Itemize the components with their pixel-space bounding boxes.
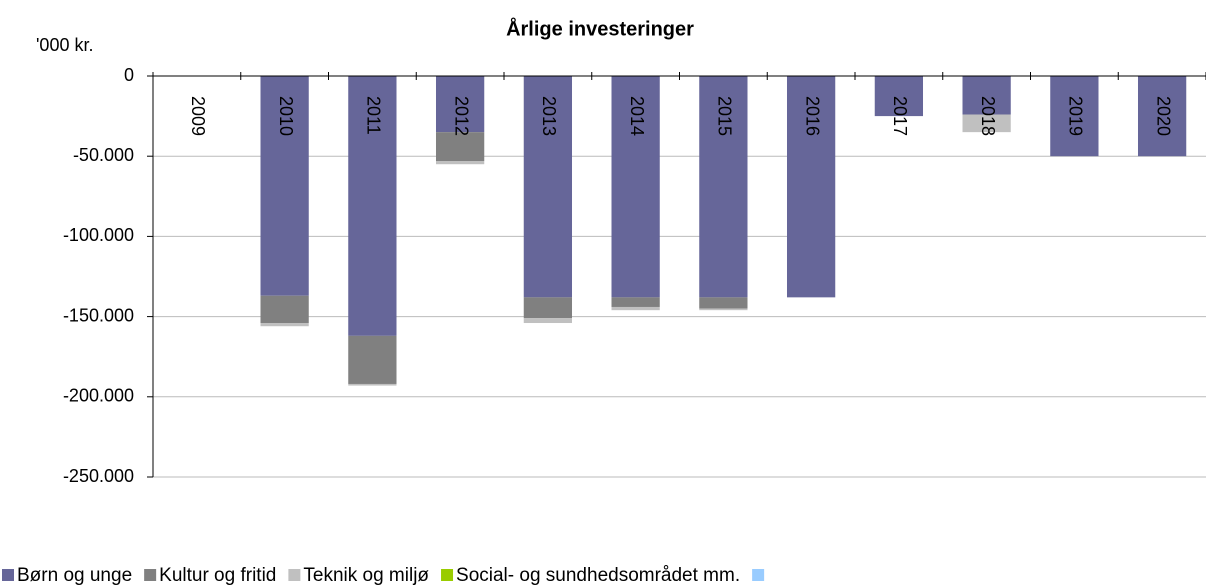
x-tick-label: 2014: [627, 96, 647, 136]
bar-segment: [435, 161, 485, 165]
x-tick-label: 2016: [802, 96, 822, 136]
x-tick-label: 2015: [715, 96, 735, 136]
chart-title: Årlige investeringer: [506, 16, 694, 40]
bar-segment: [435, 76, 485, 133]
bar-segment: [962, 114, 1011, 133]
x-tick-label: 2019: [1066, 96, 1086, 136]
x-tick-label: 2013: [539, 96, 559, 136]
x-tick-label: 2020: [1153, 96, 1173, 136]
bar-segment: [699, 308, 748, 311]
bar-segment: [874, 76, 924, 117]
bar-segment: [786, 76, 836, 298]
bar-segment: [962, 76, 1011, 115]
bar-segment: [435, 132, 485, 162]
legend-label: Social- og sundhedsområdet mm.: [456, 565, 740, 586]
bar-segment: [260, 323, 309, 327]
bar-segment: [611, 306, 660, 311]
bar-segment: [523, 76, 573, 298]
bar-segment: [523, 297, 573, 319]
legend-label: Teknik og miljø: [303, 565, 429, 586]
legend-swatch: [2, 569, 14, 581]
bar-segment: [260, 76, 309, 296]
bar-segment: [699, 76, 748, 298]
bar-segment: [611, 297, 660, 307]
x-tick-label: 2018: [978, 96, 998, 136]
x-tick-label: 2010: [276, 96, 296, 136]
bar-segment: [699, 297, 748, 309]
legend-swatch: [752, 569, 765, 581]
y-axis-label: '000 kr.: [36, 35, 93, 55]
legend-swatch: [441, 569, 454, 581]
y-tick-label: -150.000: [63, 305, 134, 325]
legend-swatch: [144, 569, 157, 581]
y-tick-label: -200.000: [63, 386, 134, 406]
bar-segment: [611, 76, 660, 298]
legend-label: Børn og unge: [17, 565, 132, 586]
y-tick-label: 0: [124, 65, 134, 85]
x-tick-label: 2017: [890, 96, 910, 136]
bar-segment: [1050, 76, 1099, 157]
bar-segment: [348, 335, 397, 384]
bar-segment: [348, 383, 397, 386]
bar-segment: [1137, 76, 1187, 157]
x-tick-label: 2011: [364, 96, 384, 135]
bar-segment: [348, 76, 397, 336]
y-tick-label: -50.000: [73, 145, 134, 165]
bar-segment: [523, 318, 573, 324]
x-tick-label: 2012: [451, 96, 471, 136]
y-tick-label: -250.000: [63, 466, 134, 486]
legend-swatch: [288, 569, 301, 581]
y-tick-label: -100.000: [63, 225, 134, 245]
x-tick-label: 2009: [188, 96, 208, 136]
legend-label: Kultur og fritid: [159, 565, 276, 586]
bar-segment: [260, 295, 309, 324]
